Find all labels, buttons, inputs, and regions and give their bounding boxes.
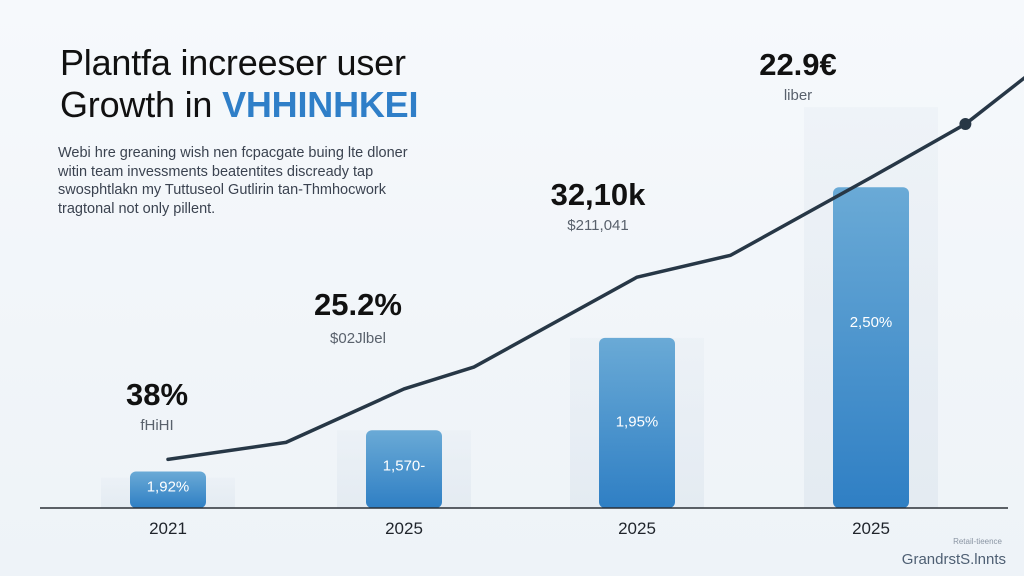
subtitle-line-4: tragtonal not only pillent. (58, 200, 216, 217)
bar-2 (366, 430, 442, 508)
x-tick-label-3: 2025 (618, 519, 656, 538)
callout-sublabel-3: $211,041 (567, 217, 628, 234)
chart-subtitle: Webi hre greaning wish nen fcpacgate bui… (58, 144, 438, 218)
callout-value-2: 25.2% (314, 287, 402, 322)
bar-3 (599, 337, 675, 508)
callout-value-4: 22.9€ (759, 47, 837, 82)
bar-value-label-3: 1,95% (616, 413, 659, 430)
callout-value-1: 38% (126, 377, 188, 412)
callout-value-3: 32,10k (551, 177, 647, 212)
chart-title: Plantfa increeser user Growth in VHHINHK… (60, 42, 418, 126)
subtitle-line-1: Webi hre greaning wish nen fcpacgate bui… (58, 145, 408, 161)
brand-logo-text: GrandrstS.lnnts (901, 551, 1006, 568)
callout-sublabel-4: liber (784, 87, 812, 104)
x-tick-label-4: 2025 (852, 519, 890, 538)
title-line-2-prefix: Growth in (60, 84, 223, 125)
bar-1 (130, 471, 206, 508)
bar-value-label-1: 1,92% (147, 479, 190, 496)
x-tick-label-2: 2025 (385, 519, 423, 538)
bar-value-label-2: 1,570- (383, 458, 426, 475)
callout-sublabel-2: $02Jlbel (330, 330, 386, 347)
bar-4 (833, 187, 909, 509)
trend-line (166, 75, 1024, 462)
bar-value-label-4: 2,50% (850, 314, 893, 331)
footer-small-text: Retail-tieence (953, 537, 1002, 546)
trend-marker-dot (959, 118, 972, 131)
subtitle-line-3: swosphtlakn my Tuttuseol Gutlirin tan-Th… (58, 182, 386, 198)
callout-sublabel-1: fHiHI (140, 417, 173, 434)
title-line-2-accent: VHHINHKEI (222, 84, 419, 125)
x-tick-label-1: 2021 (149, 519, 187, 538)
title-line-1: Plantfa increeser user (60, 42, 406, 83)
subtitle-line-2: witin team invessments beatentites discr… (58, 163, 374, 180)
